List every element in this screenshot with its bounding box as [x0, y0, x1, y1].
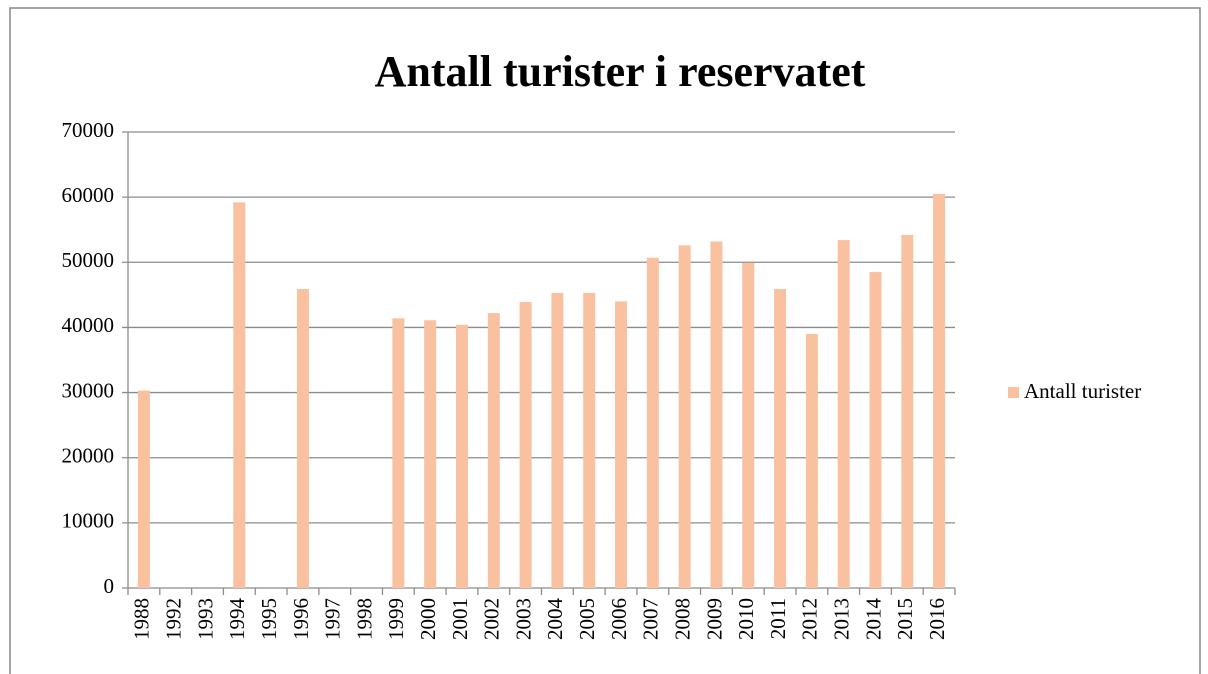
legend-label: Antall turister	[1024, 379, 1141, 403]
x-tick-label: 1997	[321, 598, 345, 640]
bar	[615, 301, 628, 588]
x-tick-label: 2000	[416, 598, 440, 640]
y-tick-label: 60000	[62, 183, 115, 207]
bar	[837, 240, 850, 588]
x-tick-label: 2010	[734, 598, 758, 640]
x-tick-label: 2011	[766, 598, 790, 639]
x-tick-label: 2001	[448, 598, 472, 640]
y-tick-label: 10000	[62, 509, 115, 533]
x-tick-label: 1998	[352, 598, 376, 640]
x-tick-label: 1999	[384, 598, 408, 640]
x-tick-label: 1995	[257, 598, 281, 640]
bar	[551, 292, 564, 588]
x-tick-label: 1988	[130, 598, 154, 640]
x-tick-label: 2009	[702, 598, 726, 640]
bar	[392, 318, 405, 588]
bar	[455, 324, 468, 588]
x-tick-label: 2007	[639, 598, 663, 640]
x-tick-label: 2004	[543, 598, 567, 641]
y-tick-label: 70000	[62, 118, 115, 142]
bar	[646, 257, 659, 588]
bar	[519, 302, 532, 588]
x-tick-label: 2006	[607, 598, 631, 640]
bar	[296, 288, 309, 588]
legend-swatch	[1008, 387, 1019, 398]
x-tick-label: 2003	[511, 598, 535, 640]
frame	[9, 7, 1201, 674]
bar	[710, 241, 723, 588]
bar	[901, 234, 914, 588]
x-tick-label: 2014	[861, 598, 885, 641]
bar	[137, 390, 150, 588]
y-tick-label: 0	[104, 574, 115, 598]
x-tick-label: 1994	[225, 598, 249, 641]
y-tick-label: 30000	[62, 378, 115, 402]
x-tick-label: 2013	[829, 598, 853, 640]
bar	[805, 333, 818, 588]
y-tick-label: 40000	[62, 313, 115, 337]
bar	[233, 202, 246, 588]
bar	[774, 288, 787, 588]
x-tick-label: 2005	[575, 598, 599, 640]
chart-title: Antall turister i reservatet	[375, 47, 866, 96]
bar	[424, 320, 437, 588]
x-tick-label: 1993	[193, 598, 217, 640]
x-tick-label: 2015	[893, 598, 917, 640]
bar	[933, 193, 946, 588]
bar	[869, 272, 882, 588]
bar	[487, 313, 500, 588]
x-tick-label: 2016	[925, 598, 949, 640]
bar	[678, 245, 691, 588]
bar	[742, 262, 755, 588]
x-tick-label: 2008	[670, 598, 694, 640]
y-tick-label: 50000	[62, 248, 115, 272]
x-tick-label: 2002	[480, 598, 504, 640]
bar	[583, 292, 596, 588]
y-tick-label: 20000	[62, 444, 115, 468]
x-tick-label: 1992	[162, 598, 186, 640]
x-tick-label: 1996	[289, 598, 313, 640]
x-tick-label: 2012	[798, 598, 822, 640]
